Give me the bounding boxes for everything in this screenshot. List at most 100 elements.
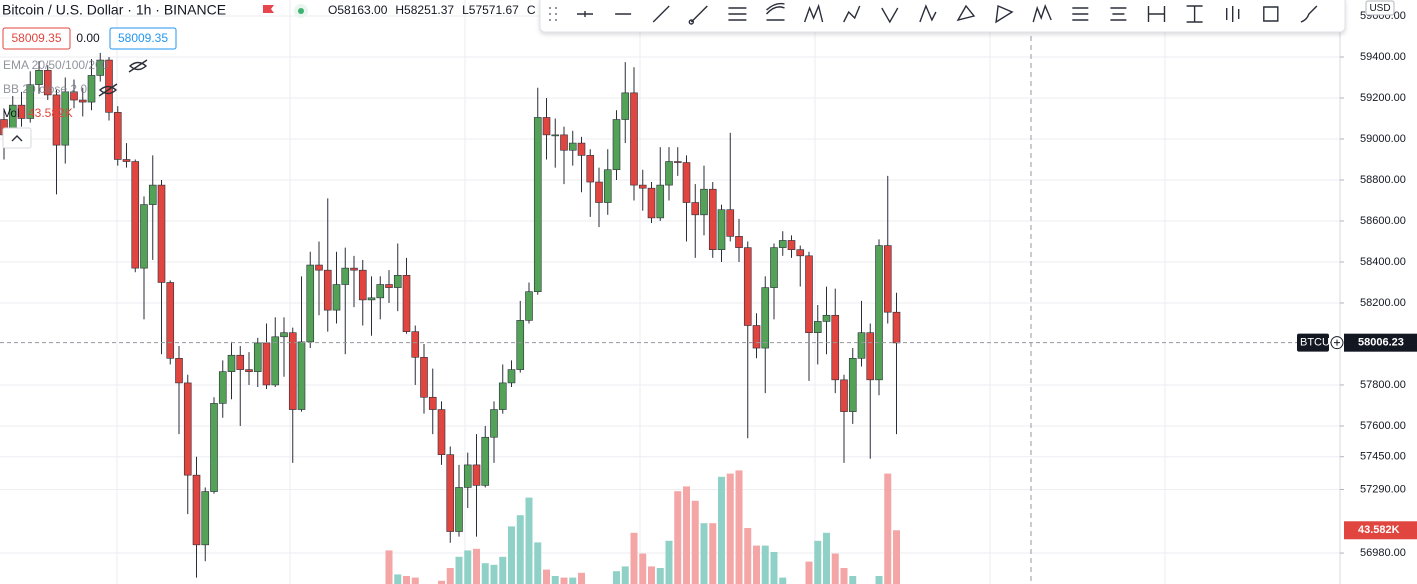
tool-icon[interactable] — [1072, 7, 1089, 21]
volume-bar — [446, 568, 454, 584]
volume-bar — [718, 476, 725, 584]
volume-bar — [508, 526, 515, 584]
volume-bar — [875, 576, 883, 584]
candle-body — [96, 59, 105, 76]
candle-body — [735, 236, 743, 248]
volume-bar — [499, 556, 507, 584]
candle-body — [490, 409, 498, 438]
tool-icon[interactable] — [652, 5, 670, 23]
candle-body — [183, 382, 192, 476]
symbol-tag: BTCU — [1300, 337, 1330, 349]
candle-body — [26, 84, 35, 119]
candle-body — [831, 314, 840, 381]
tool-icon[interactable] — [1186, 5, 1203, 23]
volume-bar — [648, 566, 655, 584]
candle-body — [796, 249, 805, 257]
candle-body — [376, 284, 385, 299]
collapse-button[interactable] — [2, 127, 32, 149]
tool-icon[interactable] — [803, 3, 824, 23]
candle-body — [778, 240, 787, 248]
candle-body — [446, 454, 455, 532]
candle-body — [577, 142, 586, 156]
candle-body — [822, 314, 831, 322]
volume-bar — [455, 556, 463, 584]
tool-icon[interactable] — [765, 2, 785, 21]
candle-body — [140, 204, 148, 269]
candle-body — [122, 159, 131, 162]
candle-body — [52, 94, 61, 146]
volume-bar — [805, 561, 813, 584]
candle-body — [393, 274, 402, 288]
volume-bar — [525, 497, 533, 584]
hide-icon[interactable] — [128, 59, 148, 73]
candle-body — [892, 311, 901, 344]
volume-axis-label: 43.582K — [1358, 524, 1400, 536]
candle-body — [166, 282, 175, 359]
volume-legend-value: 43.582K — [28, 106, 73, 120]
tool-icon[interactable] — [956, 4, 976, 22]
tool-icon[interactable] — [1225, 6, 1240, 22]
tool-icon[interactable] — [1300, 5, 1318, 23]
add-alert-icon — [1334, 339, 1340, 346]
candle-body — [70, 91, 78, 101]
volume-bar — [639, 553, 647, 584]
candle-body — [253, 342, 262, 372]
price-grid — [0, 15, 1340, 554]
tool-icon[interactable] — [688, 5, 708, 25]
volume-bar — [761, 545, 769, 584]
indicator-label[interactable]: BB 20 close 2 0 — [3, 82, 87, 96]
y-tick-label: 58800.00 — [1360, 174, 1406, 186]
candle-body — [35, 70, 43, 85]
candle-body — [875, 245, 883, 381]
indicator-label[interactable]: EMA 20/50/100/200 — [3, 58, 109, 72]
volume-bar — [411, 577, 419, 584]
candle-body — [586, 155, 595, 183]
volume-bar — [394, 574, 402, 584]
last-price-box — [1344, 333, 1417, 352]
candle-body — [402, 274, 411, 332]
tool-icon[interactable] — [919, 4, 937, 23]
candle-body — [787, 240, 796, 250]
tool-icon[interactable] — [577, 11, 593, 17]
volume-bar — [630, 532, 638, 584]
ohlc-value: H58251.37 — [395, 3, 454, 17]
tool-icon[interactable] — [1263, 6, 1279, 22]
tool-icon[interactable] — [1147, 6, 1166, 22]
volume-label-box — [1344, 521, 1417, 540]
volume-bar — [831, 553, 839, 584]
candle-body — [621, 92, 630, 120]
volume-bar — [543, 569, 550, 584]
volume-bar — [560, 577, 568, 584]
candle-body — [245, 369, 253, 372]
candle-body — [857, 332, 866, 359]
volume-bar — [490, 564, 498, 584]
flag-icon[interactable] — [263, 5, 274, 13]
hide-icon[interactable] — [98, 83, 118, 97]
price-axis — [1340, 0, 1417, 584]
candle-body — [568, 142, 577, 151]
volume-bar — [770, 552, 778, 584]
candle-body — [175, 358, 183, 384]
candle-body — [87, 75, 96, 103]
tool-icon[interactable] — [881, 7, 899, 24]
candle-body — [603, 169, 612, 203]
candle-body — [280, 332, 288, 338]
candle-body — [428, 396, 437, 410]
candle-body — [437, 409, 446, 455]
price-box[interactable] — [2, 27, 71, 50]
volume-bar — [473, 548, 480, 584]
candle-body — [673, 161, 682, 163]
tool-icon[interactable] — [995, 4, 1014, 24]
volume-bar — [840, 568, 848, 584]
tool-icon[interactable] — [1110, 7, 1127, 21]
tool-icon[interactable] — [728, 7, 747, 21]
y-tick-label: 57800.00 — [1360, 379, 1406, 391]
price-box[interactable] — [109, 27, 177, 50]
tool-icon[interactable] — [1032, 4, 1052, 23]
tool-icon[interactable] — [843, 5, 861, 23]
candle-body — [262, 342, 271, 386]
volume-bar — [726, 473, 734, 584]
last-price-label: 58006.23 — [1358, 337, 1404, 349]
